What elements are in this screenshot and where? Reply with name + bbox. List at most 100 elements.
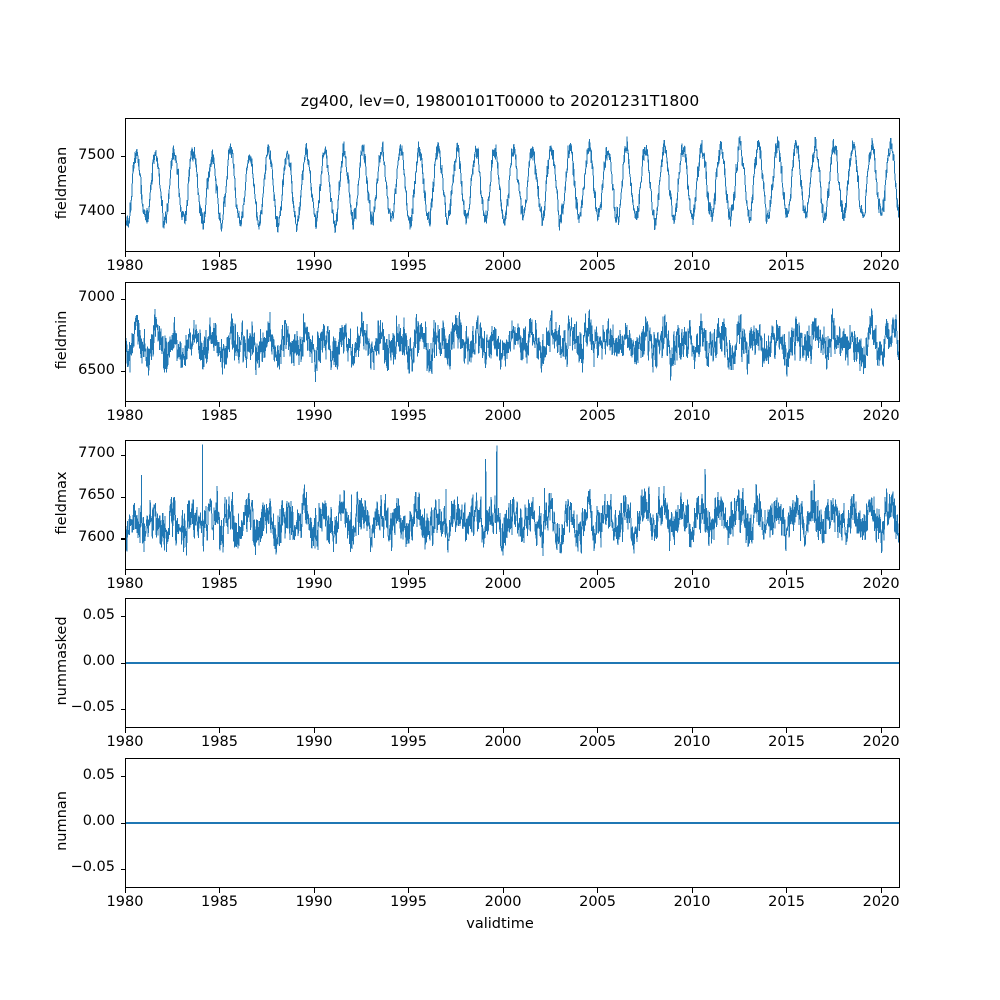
x-tick-label: 2005 xyxy=(579,734,616,750)
x-tick-label: 2020 xyxy=(862,576,900,592)
subplot-fieldmean[interactable] xyxy=(125,118,900,252)
figure-title: zg400, lev=0, 19800101T0000 to 20201231T… xyxy=(300,92,700,110)
x-tick-mark xyxy=(880,252,882,257)
x-tick-label: 1995 xyxy=(390,258,427,274)
x-tick-mark xyxy=(691,252,693,257)
x-tick-mark xyxy=(124,252,126,257)
y-tick-label: 6500 xyxy=(78,361,115,378)
plot-area-numnan xyxy=(126,759,899,887)
x-tick-mark xyxy=(219,728,221,733)
x-tick-label: 2000 xyxy=(484,734,522,750)
x-tick-label: 2010 xyxy=(673,576,711,592)
x-tick-label: 2010 xyxy=(673,734,711,750)
y-tick-label: 0.00 xyxy=(82,813,115,829)
x-tick-mark xyxy=(124,728,126,733)
x-tick-mark xyxy=(124,402,126,407)
x-tick-label: 1995 xyxy=(390,734,427,750)
x-tick-mark xyxy=(597,402,599,407)
x-tick-mark xyxy=(219,402,221,407)
x-tick-mark xyxy=(408,728,410,733)
x-tick-mark xyxy=(691,570,693,575)
x-tick-mark xyxy=(408,570,410,575)
x-tick-label: 1990 xyxy=(295,258,333,274)
y-tick-label: 7600 xyxy=(78,528,115,545)
x-tick-label: 2010 xyxy=(673,894,711,910)
x-tick-mark xyxy=(786,570,788,575)
series-line-fieldmin xyxy=(126,308,899,381)
y-tick-mark xyxy=(120,868,125,871)
plot-area-fieldmean xyxy=(126,119,899,251)
x-tick-label: 1995 xyxy=(390,576,427,592)
subplot-fieldmax[interactable] xyxy=(125,440,900,570)
x-tick-label: 1985 xyxy=(201,576,238,592)
x-tick-label: 1995 xyxy=(390,894,427,910)
x-tick-mark xyxy=(313,402,315,407)
x-tick-mark xyxy=(502,252,504,257)
subplot-fieldmin[interactable] xyxy=(125,282,900,402)
x-tick-label: 1985 xyxy=(201,408,238,424)
x-tick-label: 2015 xyxy=(768,894,806,910)
x-tick-mark xyxy=(786,252,788,257)
x-tick-label: 2020 xyxy=(862,408,900,424)
x-tick-mark xyxy=(880,888,882,893)
x-tick-mark xyxy=(124,888,126,893)
plot-area-fieldmax xyxy=(126,441,899,569)
x-tick-mark xyxy=(502,570,504,575)
y-tick-mark xyxy=(120,496,125,498)
x-tick-mark xyxy=(880,402,882,407)
x-tick-label: 2015 xyxy=(768,258,806,274)
y-tick-mark xyxy=(120,156,125,158)
x-tick-label: 1980 xyxy=(106,576,144,592)
y-tick-label: 7700 xyxy=(78,445,115,462)
subplot-numnan[interactable] xyxy=(125,758,900,888)
series-line-fieldmean xyxy=(126,136,899,233)
x-tick-mark xyxy=(880,728,882,733)
x-tick-label: 2020 xyxy=(862,894,900,910)
x-tick-label: 1990 xyxy=(295,734,333,750)
x-tick-label: 1990 xyxy=(295,576,333,592)
x-tick-label: 2000 xyxy=(484,408,522,424)
y-tick-label: 0.00 xyxy=(82,653,115,669)
x-tick-label: 2005 xyxy=(579,408,616,424)
y-tick-mark xyxy=(120,371,125,373)
x-tick-mark xyxy=(597,728,599,733)
x-tick-mark xyxy=(691,888,693,893)
x-tick-mark xyxy=(313,888,315,893)
x-tick-mark xyxy=(597,570,599,575)
y-tick-label: 0.05 xyxy=(82,766,115,783)
y-tick-mark xyxy=(120,822,125,824)
x-tick-label: 1985 xyxy=(201,734,238,750)
x-tick-mark xyxy=(786,728,788,733)
x-tick-mark xyxy=(313,570,315,575)
y-tick-label: 7000 xyxy=(78,289,115,306)
y-tick-label: 7500 xyxy=(78,146,115,163)
x-axis-label: validtime xyxy=(466,916,534,932)
x-tick-label: 2000 xyxy=(484,894,522,910)
y-tick-mark xyxy=(120,776,125,778)
x-tick-label: 1980 xyxy=(106,408,144,424)
y-tick-mark xyxy=(120,662,125,664)
y-tick-label: 7650 xyxy=(78,487,115,504)
x-tick-label: 1995 xyxy=(390,408,427,424)
x-tick-label: 2020 xyxy=(862,258,900,274)
y-axis-label-fieldmean: fieldmean xyxy=(54,146,70,220)
subplot-nummasked[interactable] xyxy=(125,598,900,728)
x-tick-mark xyxy=(219,888,221,893)
y-tick-label: −0.05 xyxy=(70,699,115,716)
x-tick-label: 1980 xyxy=(106,894,144,910)
series-line-fieldmax xyxy=(126,445,899,556)
x-tick-label: 1985 xyxy=(201,894,238,910)
y-tick-label: 0.05 xyxy=(82,606,115,623)
x-tick-mark xyxy=(786,888,788,893)
x-tick-label: 1985 xyxy=(201,258,238,274)
x-tick-label: 2015 xyxy=(768,734,806,750)
x-tick-label: 2010 xyxy=(673,258,711,274)
x-tick-mark xyxy=(313,728,315,733)
x-tick-mark xyxy=(219,252,221,257)
y-tick-mark xyxy=(120,616,125,618)
x-tick-mark xyxy=(408,888,410,893)
x-tick-label: 1980 xyxy=(106,258,144,274)
y-tick-mark xyxy=(120,454,125,456)
plot-area-nummasked xyxy=(126,599,899,727)
